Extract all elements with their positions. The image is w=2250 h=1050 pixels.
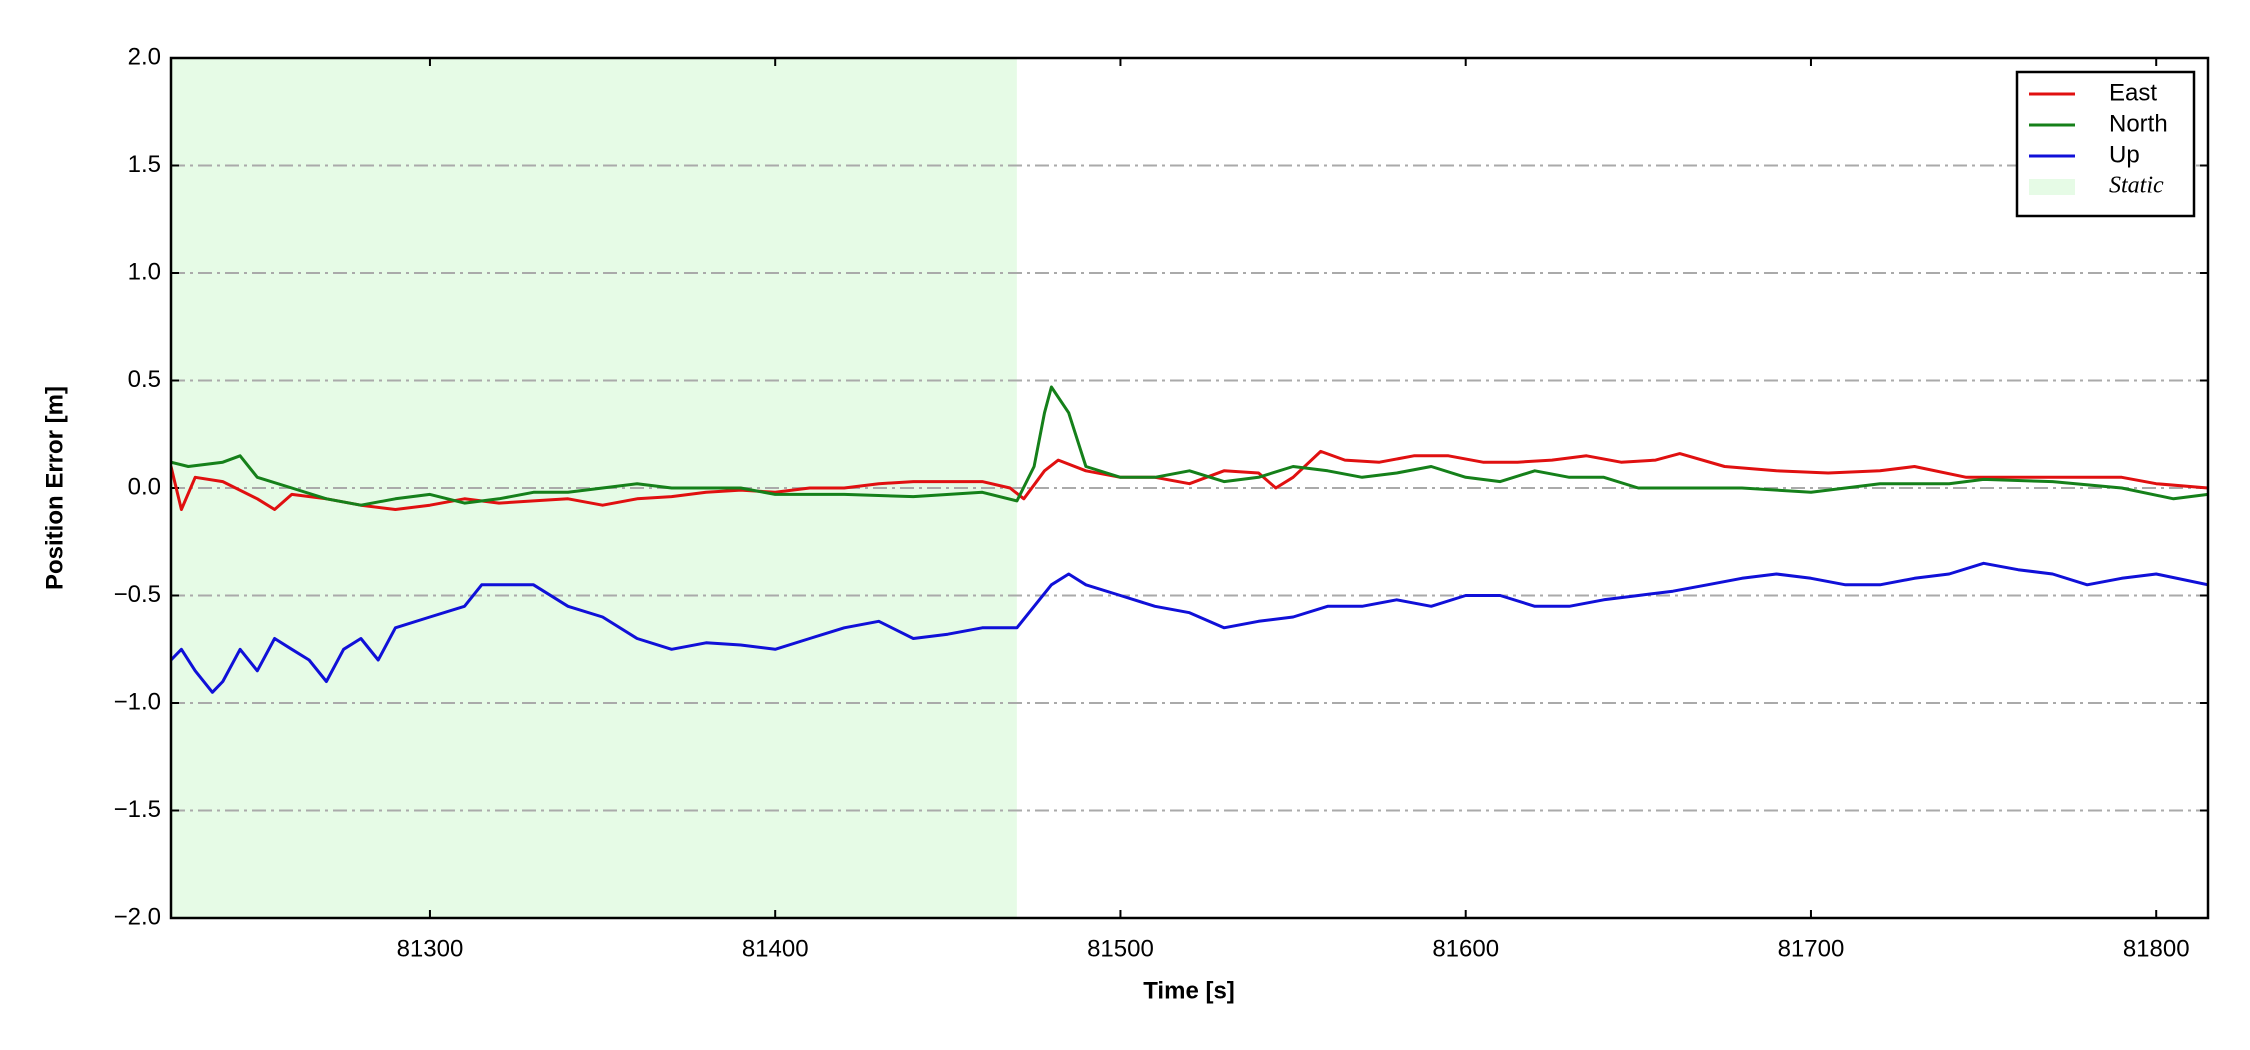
series-line <box>171 449 2208 511</box>
y-tick-label: 1.0 <box>128 258 161 285</box>
x-axis-label: Time [s] <box>1143 977 1235 1004</box>
x-tick-label: 81600 <box>1432 935 1499 962</box>
y-tick-label: −2.0 <box>114 903 161 930</box>
legend-label: Static <box>2109 173 2164 199</box>
y-tick-label: 1.5 <box>128 151 161 178</box>
y-axis-label: Position Error [m] <box>41 386 68 590</box>
y-tick-label: −1.5 <box>114 796 161 823</box>
series-line <box>171 385 2208 507</box>
x-tick-label: 81700 <box>1778 935 1845 962</box>
y-tick-label: 0.0 <box>128 473 161 500</box>
plot-frame <box>169 56 2210 920</box>
legend-swatch <box>2029 179 2075 195</box>
x-tick-label: 81300 <box>397 935 464 962</box>
y-tick-label: 0.5 <box>128 366 161 393</box>
series-line <box>171 561 2208 694</box>
y-tick-label: −1.0 <box>114 688 161 715</box>
y-tick-label: −0.5 <box>114 581 161 608</box>
legend-label: North <box>2109 110 2168 137</box>
x-tick-label: 81400 <box>742 935 809 962</box>
y-tick-label: 2.0 <box>128 43 161 70</box>
legend-label: East <box>2109 79 2157 106</box>
x-tick-label: 81500 <box>1087 935 1154 962</box>
x-tick-label: 81800 <box>2123 935 2190 962</box>
legend-label: Up <box>2109 141 2140 168</box>
